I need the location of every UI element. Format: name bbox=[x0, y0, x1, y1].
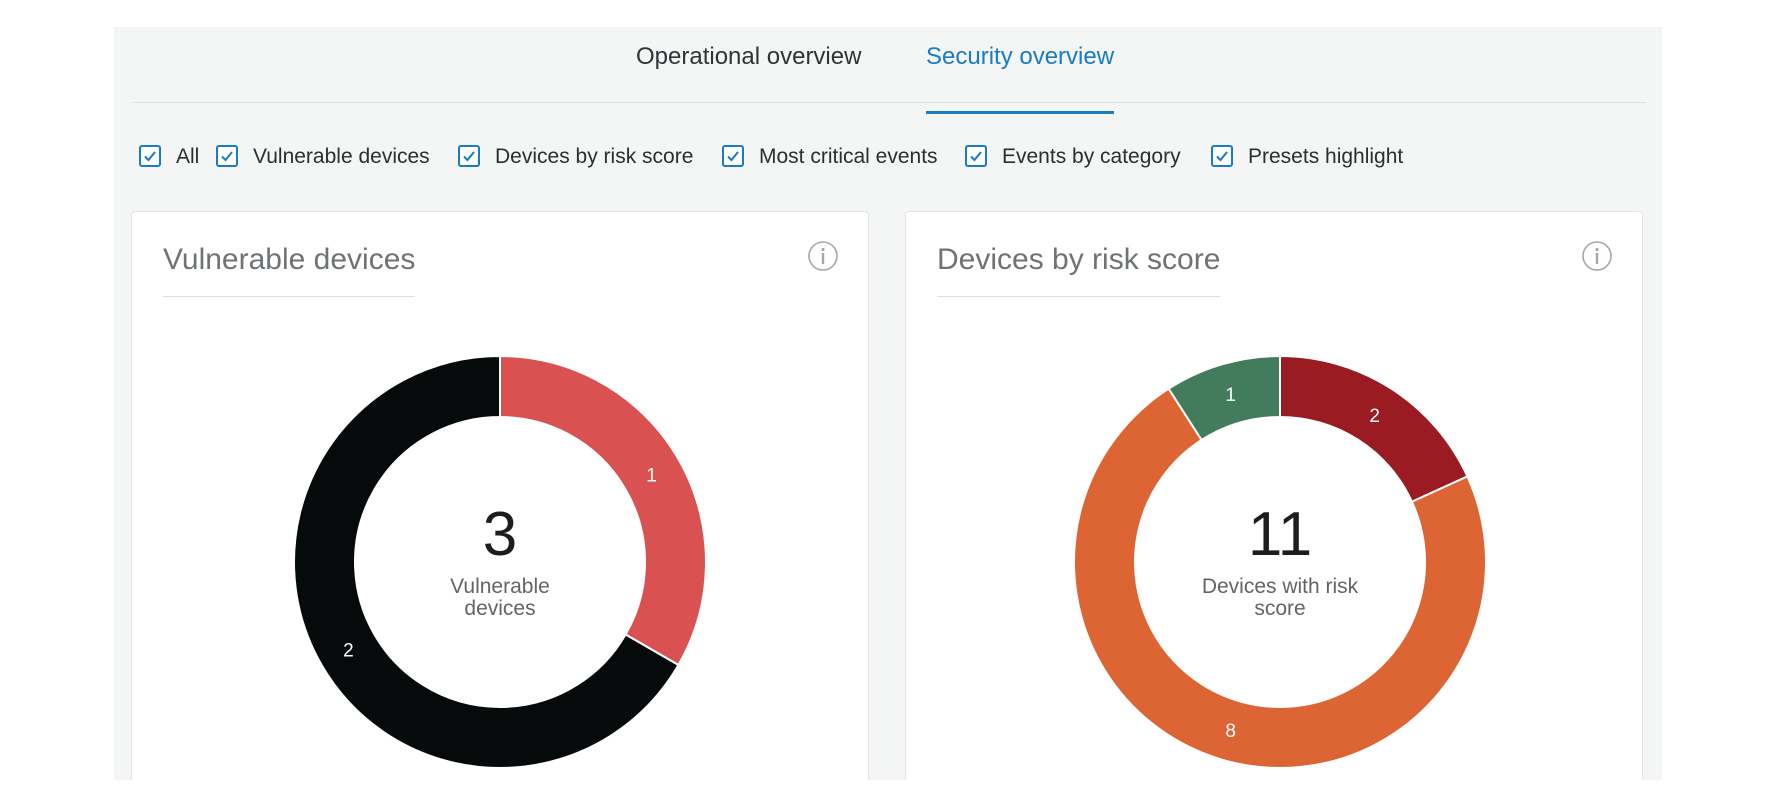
donut-center-label-line1: Devices with risk bbox=[1201, 575, 1359, 598]
filter-presets-highlight-label: Presets highlight bbox=[1248, 145, 1404, 168]
filter-all-label: All bbox=[176, 145, 200, 168]
donut-slice-label-2: 1 bbox=[1225, 385, 1236, 406]
donut-slice-label-0: 2 bbox=[1369, 406, 1380, 427]
checkbox-events-by-category[interactable] bbox=[965, 145, 987, 167]
devices-by-risk-score-card: Devices by risk score 2 8 1 11 Devices wit… bbox=[905, 211, 1643, 780]
checkmark-icon bbox=[970, 151, 982, 162]
checkbox-presets-highlight[interactable] bbox=[1211, 145, 1233, 167]
tab-operational-overview[interactable]: Operational overview bbox=[636, 43, 862, 70]
info-icon[interactable] bbox=[807, 240, 839, 272]
tab-security-overview-label: Security overview bbox=[926, 43, 1115, 70]
checkbox-all[interactable] bbox=[139, 145, 161, 167]
checkmark-icon bbox=[1216, 151, 1228, 162]
card-title: Vulnerable devices bbox=[163, 242, 416, 297]
donut-slice-2[interactable] bbox=[1167, 354, 1281, 442]
donut-center-label-line2: score bbox=[1254, 597, 1306, 620]
donut-slice-1[interactable] bbox=[293, 354, 680, 769]
donut-center-label: Devices with risk score bbox=[1070, 576, 1490, 620]
security-overview-page: Operational overview Security overview A… bbox=[114, 27, 1662, 780]
tab-security-overview[interactable]: Security overview bbox=[926, 42, 1115, 114]
checkmark-icon bbox=[463, 151, 475, 162]
donut-slice-label-1: 8 bbox=[1225, 721, 1236, 742]
checkbox-devices-by-risk-score[interactable] bbox=[458, 145, 480, 167]
checkbox-most-critical-events[interactable] bbox=[722, 145, 744, 167]
donut-slice-label-1: 2 bbox=[343, 641, 354, 662]
filter-devices-by-risk-score-label: Devices by risk score bbox=[495, 145, 694, 168]
donut-center-total: 3 bbox=[482, 500, 518, 569]
donut-center-label: Vulnerable devices bbox=[290, 576, 710, 620]
donut-center-total: 11 bbox=[1247, 500, 1313, 569]
donut-center-label-line2: devices bbox=[464, 597, 536, 620]
donut-svg: 12 bbox=[293, 354, 707, 769]
donut-slice-0[interactable] bbox=[499, 354, 707, 667]
filter-vulnerable-devices-label: Vulnerable devices bbox=[253, 145, 430, 168]
info-icon[interactable] bbox=[1581, 240, 1613, 272]
filter-most-critical-events-label: Most critical events bbox=[759, 145, 938, 168]
checkbox-vulnerable-devices[interactable] bbox=[216, 145, 238, 167]
checkmark-icon bbox=[221, 151, 233, 162]
tab-bar: Operational overview Security overview bbox=[132, 27, 1646, 114]
devices-by-risk-score-donut-chart: 2 8 1 11 Devices with risk score bbox=[1070, 352, 1490, 772]
donut-svg: 2 8 1 bbox=[1073, 354, 1487, 769]
checkmark-icon bbox=[727, 151, 739, 162]
filter-events-by-category-label: Events by category bbox=[1002, 145, 1181, 168]
card-title: Devices by risk score bbox=[937, 242, 1221, 297]
checkmark-icon bbox=[144, 151, 156, 162]
donut-slice-1[interactable] bbox=[1073, 387, 1487, 769]
active-tab-indicator bbox=[926, 111, 1115, 114]
donut-slice-label-0: 1 bbox=[646, 466, 657, 487]
donut-center-label-line1: Vulnerable bbox=[450, 575, 550, 598]
donut-slice-0[interactable] bbox=[1279, 354, 1469, 504]
